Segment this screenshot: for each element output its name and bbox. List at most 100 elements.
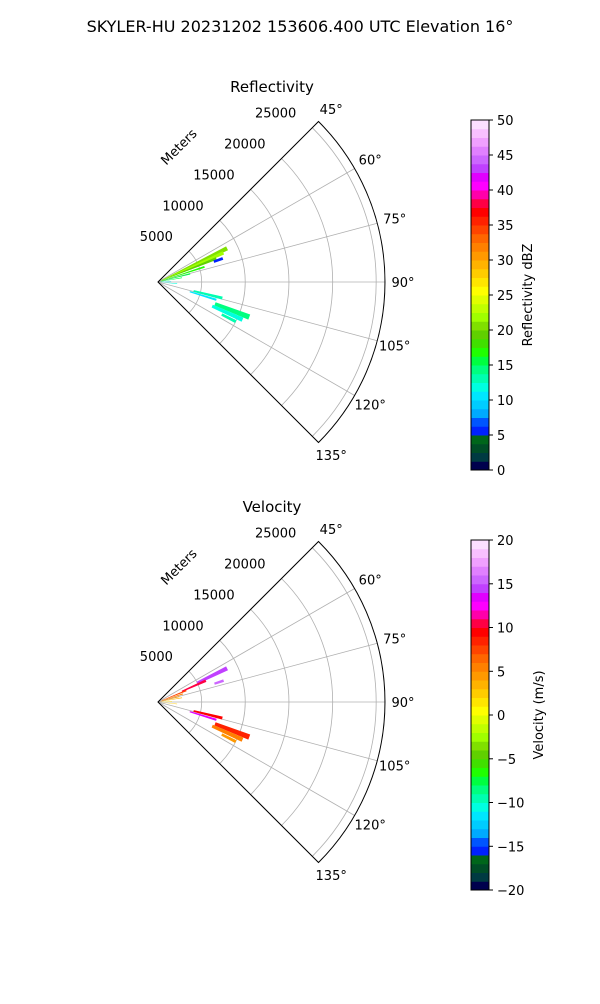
velocity-echo-cell — [160, 693, 184, 702]
reflectivity-colorbar-tick-label: 40 — [497, 184, 514, 199]
reflectivity-colorbar-tick-label: 45 — [497, 149, 514, 164]
velocity-radial-gridline — [157, 701, 378, 762]
reflectivity-echo-cell — [189, 291, 217, 301]
velocity-colorbar-segment — [471, 767, 489, 777]
velocity-range-tick-label: 15000 — [193, 588, 234, 603]
reflectivity-colorbar-segment — [471, 163, 489, 173]
velocity-colorbar-tick-label: −20 — [497, 884, 524, 899]
reflectivity-radial-gridline — [157, 281, 355, 396]
reflectivity-azimuth-tick-label: 120° — [355, 399, 386, 414]
reflectivity-azimuth-tick-label: 135° — [316, 449, 347, 464]
reflectivity-echo-cell — [211, 304, 244, 322]
velocity-echo-cell — [193, 710, 223, 720]
reflectivity-colorbar-segment — [471, 198, 489, 208]
figure-suptitle: SKYLER-HU 20231202 153606.400 UTC Elevat… — [87, 17, 514, 36]
reflectivity-colorbar-segment — [471, 128, 489, 138]
velocity-colorbar-tick-label: −5 — [497, 753, 516, 768]
velocity-colorbar-segment — [471, 793, 489, 803]
velocity-colorbar-segment — [471, 828, 489, 838]
velocity-azimuth-tick-label: 120° — [355, 819, 386, 834]
reflectivity-colorbar-segment — [471, 233, 489, 243]
reflectivity-colorbar-segment — [471, 268, 489, 278]
velocity-echo-cell — [181, 679, 207, 692]
velocity-colorbar-segment — [471, 645, 489, 655]
velocity-azimuth-tick-label: 135° — [316, 869, 347, 884]
reflectivity-panel: Reflectivity Meters Reflectivity dBZ 45°… — [140, 78, 536, 479]
velocity-colorbar-segment — [471, 750, 489, 760]
velocity-colorbar-tick-label: −10 — [497, 797, 524, 812]
velocity-echo-cell — [160, 697, 183, 702]
reflectivity-colorbar-segment — [471, 443, 489, 453]
velocity-colorbar-segment — [471, 855, 489, 865]
reflectivity-colorbar-segment — [471, 373, 489, 383]
velocity-echo-cell — [162, 702, 178, 705]
reflectivity-range-ring — [219, 220, 246, 344]
velocity-colorbar-segment — [471, 627, 489, 637]
velocity-colorbar-segment — [471, 592, 489, 602]
velocity-colorbar-segment — [471, 601, 489, 611]
reflectivity-echo-cell — [162, 282, 178, 284]
reflectivity-colorbar-segment — [471, 303, 489, 313]
reflectivity-echo-cell — [160, 281, 172, 282]
reflectivity-echo-cell — [193, 290, 223, 300]
velocity-colorbar-segment — [471, 811, 489, 821]
reflectivity-azimuth-tick-label: 105° — [379, 339, 410, 354]
velocity-colorbar-tick-label: 10 — [497, 622, 514, 637]
reflectivity-colorbar-segment — [471, 260, 489, 270]
velocity-azimuth-tick-label: 45° — [320, 523, 343, 538]
reflectivity-colorbar-tick-label: 0 — [497, 464, 505, 479]
velocity-colorbar-segment — [471, 671, 489, 681]
velocity-colorbar-segment — [471, 863, 489, 873]
reflectivity-range-ring — [250, 189, 290, 375]
reflectivity-colorbar-segment — [471, 207, 489, 217]
reflectivity-range-tick-label: 15000 — [193, 168, 234, 183]
velocity-range-label: Meters — [159, 546, 201, 588]
reflectivity-colorbar-segment — [471, 286, 489, 296]
velocity-colorbar-segment — [471, 776, 489, 786]
velocity-azimuth-tick-label: 60° — [359, 574, 382, 589]
reflectivity-colorbar-segment — [471, 347, 489, 357]
velocity-radial-gridline — [157, 642, 378, 703]
velocity-range-ring — [250, 609, 290, 795]
velocity-colorbar-tick-label: 15 — [497, 578, 514, 593]
reflectivity-colorbar-segment — [471, 408, 489, 418]
velocity-colorbar-segment — [471, 697, 489, 707]
reflectivity-colorbar-segment — [471, 321, 489, 331]
velocity-colorbar-segment — [471, 758, 489, 768]
reflectivity-colorbar-segment — [471, 295, 489, 305]
reflectivity-range-tick-label: 5000 — [140, 230, 173, 245]
velocity-title: Velocity — [243, 498, 302, 516]
velocity-azimuth-tick-label: 90° — [391, 696, 414, 711]
reflectivity-colorbar-tick-label: 5 — [497, 429, 505, 444]
reflectivity-colorbar-segment — [471, 216, 489, 226]
reflectivity-echo-cell — [160, 266, 205, 282]
reflectivity-colorbar-segment — [471, 146, 489, 156]
reflectivity-echo-cell — [160, 257, 217, 282]
velocity-colorbar-segment — [471, 575, 489, 585]
reflectivity-colorbar-tick-label: 50 — [497, 114, 514, 129]
reflectivity-range-tick-label: 25000 — [255, 107, 296, 122]
reflectivity-range-ring — [281, 158, 333, 406]
velocity-echo-cell — [189, 711, 217, 721]
reflectivity-echo-cell — [160, 273, 191, 282]
reflectivity-range-ring — [188, 250, 203, 314]
reflectivity-colorbar-segment — [471, 400, 489, 410]
velocity-colorbar-label: Velocity (m/s) — [532, 670, 547, 759]
reflectivity-range-label: Meters — [159, 126, 201, 168]
reflectivity-colorbar-tick-label: 15 — [497, 359, 514, 374]
velocity-colorbar-segment — [471, 662, 489, 672]
reflectivity-radial-gridline — [157, 168, 355, 283]
reflectivity-colorbar-segment — [471, 277, 489, 287]
reflectivity-echo-cell — [213, 257, 224, 263]
reflectivity-echo-cell — [221, 313, 237, 323]
velocity-colorbar-segment — [471, 732, 489, 742]
velocity-range-tick-label: 10000 — [162, 619, 203, 634]
reflectivity-echo-cell — [161, 246, 228, 281]
velocity-sector-frame — [157, 540, 386, 864]
reflectivity-colorbar-segment — [471, 120, 489, 130]
velocity-range-tick-label: 5000 — [140, 650, 173, 665]
velocity-colorbar-segment — [471, 610, 489, 620]
reflectivity-colorbar-segment — [471, 391, 489, 401]
